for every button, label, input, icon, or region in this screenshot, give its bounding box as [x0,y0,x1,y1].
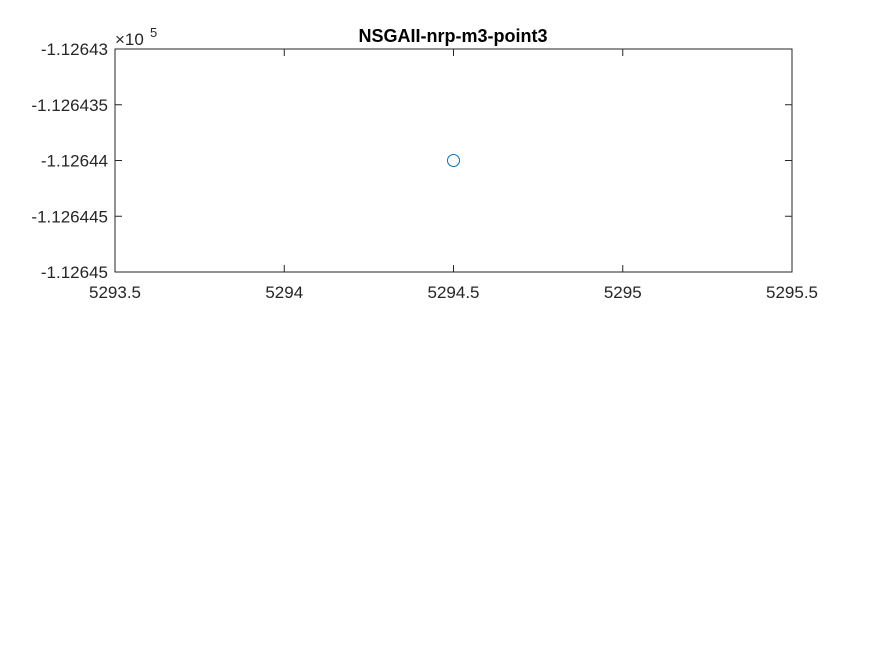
plot-area: 5293.5 5294 5294.5 5295 5295.5 -1.12643-1.12… [31,40,818,302]
x-tick-label: 5293.5 [89,283,141,302]
y-exponent-label: ×10 5 [115,25,157,49]
y-tick-label: -1.12645 [41,263,108,282]
data-point [447,154,460,167]
y-ticks: -1.12643 -1.126435 -1.12644 -1.126445 -1.126… [31,40,792,282]
y-tick-label: -1.126445 [31,207,108,226]
y-tick-label: -1.12643 [41,40,108,59]
markers [447,154,460,167]
y-exponent-power: 5 [150,25,157,40]
y-tick-label: -1.126435 [31,96,108,115]
chart-title: NSGAII-nrp-m3-point3 [359,26,548,46]
x-tick-label: 5294.5 [428,283,480,302]
axes-box [114,48,793,273]
x-tick-label: 5294 [265,283,303,302]
y-exponent-base: ×10 [115,30,144,49]
x-ticks: 5293.5 5294 5294.5 5295 5295.5 [89,49,818,302]
y-tick-label: -1.12644 [41,152,108,171]
x-tick-label: 5295.5 [766,283,818,302]
x-tick-label: 5295 [604,283,642,302]
